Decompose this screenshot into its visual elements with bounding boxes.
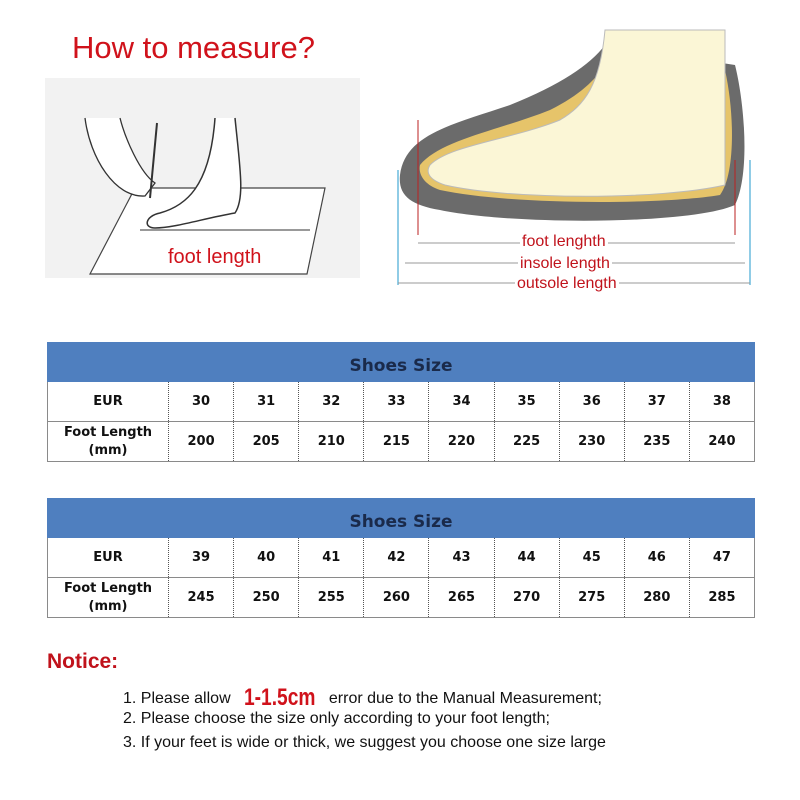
notice-item-2: 2. Please choose the size only according…: [123, 710, 550, 727]
error-highlight: 1-1.5cm: [244, 684, 316, 711]
foot-length-cell: 265: [428, 578, 493, 617]
foot-length-cell: 225: [493, 422, 559, 461]
eur-size-cell: 39: [168, 538, 233, 577]
foot-length-cell: 215: [363, 422, 428, 461]
eur-size-cell: 44: [493, 538, 559, 577]
row-label: EUR: [93, 549, 123, 565]
eur-size-cell: 30: [168, 382, 233, 421]
foot-measure-illustration: [45, 78, 360, 278]
eur-size-cell: 45: [558, 538, 624, 577]
notice-text: 1. Please allow: [123, 690, 236, 707]
foot-length-cell: 200: [168, 422, 233, 461]
foot-length-row: Foot Length (mm) 200 205 210 215 220 225 230 23…: [47, 422, 755, 462]
notice-title: Notice:: [47, 650, 119, 673]
size-table-2: Shoes Size EUR 39 40 41 42 43 44 45 46 47 Foot L…: [47, 498, 755, 618]
foot-length-cell: 240: [688, 422, 754, 461]
notice-item-1: 1. Please allow 1-1.5cm error due to the…: [123, 684, 602, 712]
foot-lenghth-label: foot lenghth: [520, 233, 608, 251]
eur-size-cell: 41: [298, 538, 363, 577]
eur-row: EUR 30 31 32 33 34 35 36 37 38: [47, 382, 755, 422]
foot-length-cell: 275: [558, 578, 624, 617]
eur-size-cell: 46: [623, 538, 689, 577]
foot-length-cell: 255: [298, 578, 363, 617]
page-title: How to measure?: [72, 30, 315, 65]
eur-size-cell: 33: [363, 382, 428, 421]
eur-size-cell: 36: [558, 382, 624, 421]
eur-size-cell: 35: [493, 382, 559, 421]
eur-size-cell: 31: [233, 382, 298, 421]
foot-length-cell: 250: [233, 578, 298, 617]
eur-size-cell: 43: [428, 538, 493, 577]
eur-size-cell: 40: [233, 538, 298, 577]
foot-length-cell: 235: [623, 422, 689, 461]
foot-length-label: foot length: [168, 246, 262, 268]
eur-size-cell: 37: [623, 382, 689, 421]
row-label: Foot Length (mm): [63, 580, 153, 614]
eur-size-cell: 32: [298, 382, 363, 421]
foot-length-cell: 270: [493, 578, 559, 617]
foot-length-cell: 210: [298, 422, 363, 461]
foot-length-cell: 280: [623, 578, 689, 617]
foot-length-cell: 245: [168, 578, 233, 617]
table-title: Shoes Size: [47, 342, 755, 382]
eur-size-cell: 38: [688, 382, 754, 421]
eur-size-cell: 42: [363, 538, 428, 577]
row-label: EUR: [93, 393, 123, 409]
foot-length-cell: 230: [558, 422, 624, 461]
foot-length-cell: 205: [233, 422, 298, 461]
foot-length-cell: 285: [688, 578, 754, 617]
eur-size-cell: 34: [428, 382, 493, 421]
notice-item-3: 3. If your feet is wide or thick, we sug…: [123, 734, 606, 751]
outsole-length-label: outsole length: [515, 275, 619, 293]
eur-row: EUR 39 40 41 42 43 44 45 46 47: [47, 538, 755, 578]
size-table-1: Shoes Size EUR 30 31 32 33 34 35 36 37 38 Foot L…: [47, 342, 755, 462]
foot-length-cell: 220: [428, 422, 493, 461]
row-label: Foot Length (mm): [63, 424, 153, 458]
notice-text: error due to the Manual Measurement;: [324, 690, 602, 707]
foot-length-cell: 260: [363, 578, 428, 617]
eur-size-cell: 47: [688, 538, 754, 577]
insole-length-label: insole length: [518, 255, 612, 273]
foot-length-row: Foot Length (mm) 245 250 255 260 265 270 275 28…: [47, 578, 755, 618]
table-title: Shoes Size: [47, 498, 755, 538]
